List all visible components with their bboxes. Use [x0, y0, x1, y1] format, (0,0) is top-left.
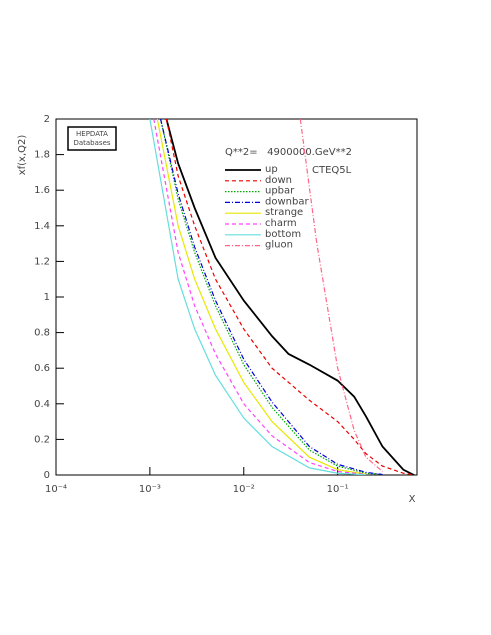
x-tick-label: 10⁻⁴	[45, 484, 67, 495]
legend-label: upbar	[265, 186, 295, 197]
y-tick-label: 2	[44, 114, 50, 125]
y-tick-label: 0.8	[34, 328, 50, 339]
pdf-set: CTEQ5L	[312, 165, 352, 176]
pdf-curve	[153, 119, 366, 475]
pdf-curve	[165, 119, 415, 475]
y-tick-label: 0.2	[34, 434, 50, 445]
y-tick-label: 1.6	[34, 185, 50, 196]
y-tick-label: 0.6	[34, 363, 50, 374]
legend-label: down	[265, 175, 292, 186]
pdf-curve	[299, 119, 383, 472]
y-tick-label: 1	[44, 292, 50, 303]
legend-label: strange	[265, 207, 303, 218]
logo-line: HEPDATA	[76, 130, 108, 138]
legend-label: gluon	[265, 240, 293, 251]
legend-label: bottom	[265, 229, 301, 240]
pdf-curve	[159, 119, 383, 475]
x-tick-label: 10⁻³	[139, 484, 161, 495]
logo-box	[67, 126, 117, 151]
annotation: Q**2= 4900000.GeV**2	[225, 147, 352, 158]
y-tick-label: 1.2	[34, 256, 50, 267]
pdf-curve	[165, 119, 415, 475]
y-tick-label: 0	[44, 470, 50, 481]
pdf-curve	[159, 119, 383, 475]
y-tick-label: 1.4	[34, 221, 50, 232]
plot-frame	[55, 118, 418, 476]
pdf-curve	[149, 119, 366, 475]
logo-line: Databases	[73, 139, 110, 147]
x-tick-label: 10⁻¹	[327, 484, 349, 495]
y-tick-label: 0.4	[34, 399, 50, 410]
legend-label: charm	[265, 218, 297, 229]
y-tick-label: 1.8	[34, 150, 50, 161]
pdf-curve	[156, 119, 367, 475]
legend-label: up	[265, 164, 278, 175]
legend-label: downbar	[265, 196, 309, 207]
x-tick-label: 10⁻²	[233, 484, 255, 495]
x-axis-label: X	[409, 494, 416, 505]
y-axis-label: xf(x,Q2)	[17, 135, 28, 176]
